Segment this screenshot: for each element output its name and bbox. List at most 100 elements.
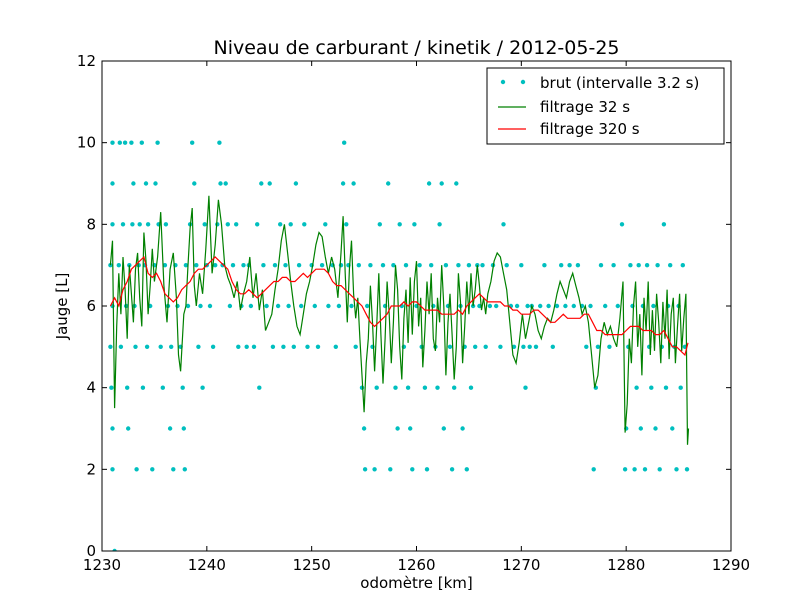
data-point-raw	[588, 303, 593, 309]
series-line-filter-32s	[109, 195, 690, 445]
data-point-raw	[336, 303, 342, 309]
data-point-raw	[511, 344, 517, 349]
x-tick-label: 1260	[397, 556, 435, 574]
data-point-raw	[244, 344, 249, 349]
y-tick-label: 10	[77, 134, 96, 152]
data-point-raw	[192, 181, 197, 186]
y-tick-label: 6	[86, 297, 96, 315]
data-point-raw	[110, 181, 115, 186]
data-point-raw	[261, 263, 266, 268]
data-point-raw	[210, 344, 216, 349]
legend-label-filter-32s: filtrage 32 s	[540, 98, 630, 116]
data-point-raw	[504, 263, 509, 268]
data-point-raw	[542, 263, 547, 268]
data-point-raw	[299, 303, 304, 309]
y-tick-label: 2	[86, 460, 96, 478]
data-point-raw	[680, 263, 685, 268]
data-point-raw	[200, 385, 205, 390]
data-point-raw	[386, 181, 391, 186]
data-point-raw	[202, 222, 207, 227]
data-point-raw	[611, 263, 616, 268]
data-point-raw	[158, 344, 163, 349]
data-point-raw	[550, 344, 555, 349]
data-point-raw	[365, 303, 370, 309]
plot-area	[108, 140, 690, 551]
data-point-raw	[169, 344, 174, 349]
data-point-raw	[391, 263, 396, 268]
data-point-raw	[126, 426, 131, 431]
data-point-raw	[236, 344, 241, 349]
data-point-raw	[473, 344, 478, 349]
data-point-raw	[278, 222, 283, 227]
data-point-raw	[655, 263, 660, 268]
data-point-raw	[429, 263, 434, 268]
data-point-raw	[133, 344, 138, 349]
data-point-raw	[678, 385, 683, 390]
data-point-raw	[405, 385, 411, 390]
data-point-raw	[374, 385, 379, 390]
x-tick-label: 1290	[712, 556, 750, 574]
data-point-raw	[422, 385, 428, 390]
data-point-raw	[538, 303, 543, 309]
data-point-raw	[634, 385, 639, 390]
data-point-raw	[137, 222, 142, 227]
data-point-raw	[326, 303, 331, 309]
data-point-raw	[356, 263, 361, 268]
y-tick-label: 0	[86, 542, 96, 560]
data-point-raw	[368, 263, 373, 268]
legend-label-filter-320s: filtrage 320 s	[540, 120, 640, 138]
data-point-raw	[112, 548, 117, 551]
data-point-raw	[397, 222, 402, 227]
data-point-raw	[171, 467, 176, 472]
data-point-raw	[362, 467, 368, 472]
data-point-raw	[194, 263, 199, 268]
data-point-raw	[183, 263, 189, 268]
data-point-raw	[424, 467, 430, 472]
data-point-raw	[181, 426, 186, 431]
data-point-raw	[241, 263, 246, 268]
data-point-raw	[607, 344, 612, 349]
plot-frame	[101, 60, 732, 552]
data-point-raw	[439, 181, 444, 186]
data-point-raw	[134, 467, 139, 472]
data-point-raw	[636, 263, 641, 268]
data-point-raw	[160, 385, 165, 390]
data-point-raw	[661, 222, 667, 227]
data-point-raw	[272, 263, 278, 268]
data-point-raw	[349, 303, 354, 309]
legend: brut (intervalle 3.2 s) filtrage 32 s fi…	[486, 67, 725, 145]
data-point-raw	[340, 181, 346, 186]
data-point-raw	[217, 140, 222, 145]
data-point-raw	[533, 344, 539, 349]
data-point-raw	[480, 263, 485, 268]
data-point-raw	[559, 263, 564, 268]
data-point-raw	[408, 426, 413, 431]
data-point-raw	[163, 222, 169, 227]
data-point-raw	[130, 222, 135, 227]
data-point-raw	[628, 263, 633, 268]
x-tick-label: 1270	[502, 556, 540, 574]
y-tick-label: 4	[86, 379, 96, 397]
data-point-raw	[283, 263, 288, 268]
data-point-raw	[227, 303, 233, 309]
data-point-raw	[456, 263, 461, 268]
data-point-raw	[108, 344, 113, 349]
data-point-raw	[584, 344, 589, 349]
data-point-raw	[198, 303, 203, 309]
data-point-raw	[460, 426, 465, 431]
data-point-raw	[315, 344, 321, 349]
data-point-raw	[454, 181, 459, 186]
data-point-raw	[663, 385, 669, 390]
data-point-raw	[323, 222, 328, 227]
data-point-raw	[259, 181, 264, 186]
data-point-raw	[220, 263, 225, 268]
data-point-raw	[342, 140, 347, 145]
data-point-raw	[120, 222, 126, 227]
x-tick-label: 1250	[293, 556, 331, 574]
data-point-raw	[670, 426, 675, 431]
data-point-raw	[162, 263, 168, 268]
data-point-raw	[351, 181, 356, 186]
data-point-raw	[632, 467, 637, 472]
data-point-raw	[514, 303, 520, 309]
